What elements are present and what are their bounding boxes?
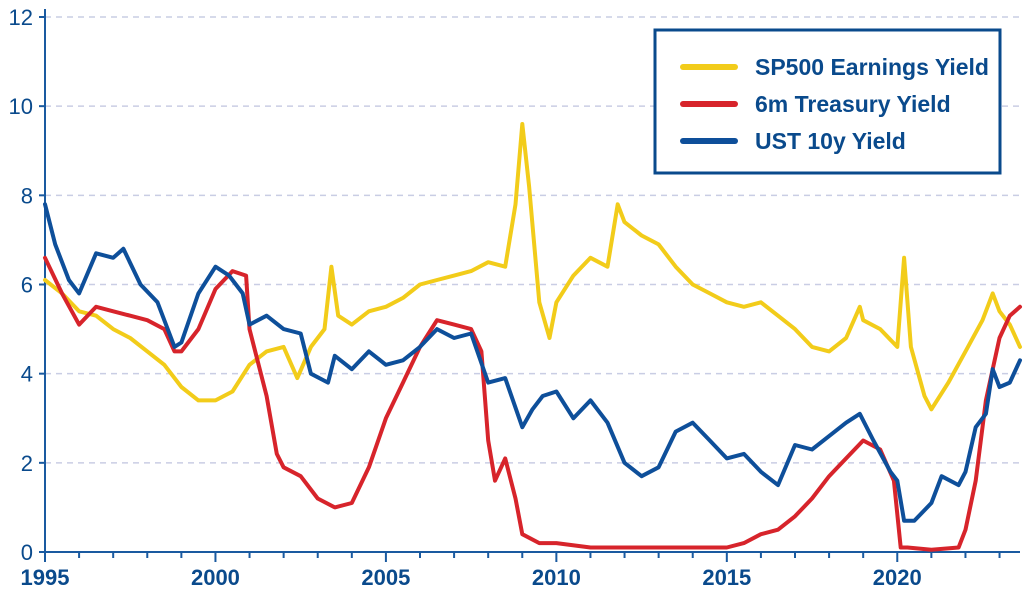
legend: SP500 Earnings Yield 6m Treasury Yield UST…: [653, 28, 1002, 175]
6m-treasury-yield-line: [43, 255, 1022, 552]
x-tick-label: 2005: [361, 565, 410, 590]
y-axis-ticks: 0 2 4 6 8 10 12: [9, 5, 33, 565]
legend-label: UST 10y Yield: [755, 128, 906, 154]
y-tick-label: 4: [21, 362, 33, 387]
x-axis-ticks: 1995 2000 2005 2010 2015 2020: [21, 565, 922, 590]
gridlines: [45, 16, 1020, 464]
y-tick-label: 12: [9, 5, 33, 30]
sp500-earnings-yield-line: [43, 122, 1022, 412]
y-tick-label: 0: [21, 540, 33, 565]
legend-label: 6m Treasury Yield: [755, 91, 951, 117]
x-tick-label: 2015: [702, 565, 751, 590]
x-tick-label: 1995: [21, 565, 70, 590]
x-tick-label: 2010: [532, 565, 581, 590]
y-tick-label: 10: [9, 94, 33, 119]
x-tick-label: 2000: [191, 565, 240, 590]
y-tick-label: 2: [21, 451, 33, 476]
x-tick-label: 2020: [873, 565, 922, 590]
y-tick-label: 6: [21, 273, 33, 298]
ust-10y-yield-line: [43, 202, 1022, 523]
series-lines: [43, 122, 1022, 552]
axes: [39, 9, 1020, 562]
y-tick-label: 8: [21, 183, 33, 208]
legend-box: [653, 28, 1002, 175]
legend-label: SP500 Earnings Yield: [755, 54, 989, 80]
